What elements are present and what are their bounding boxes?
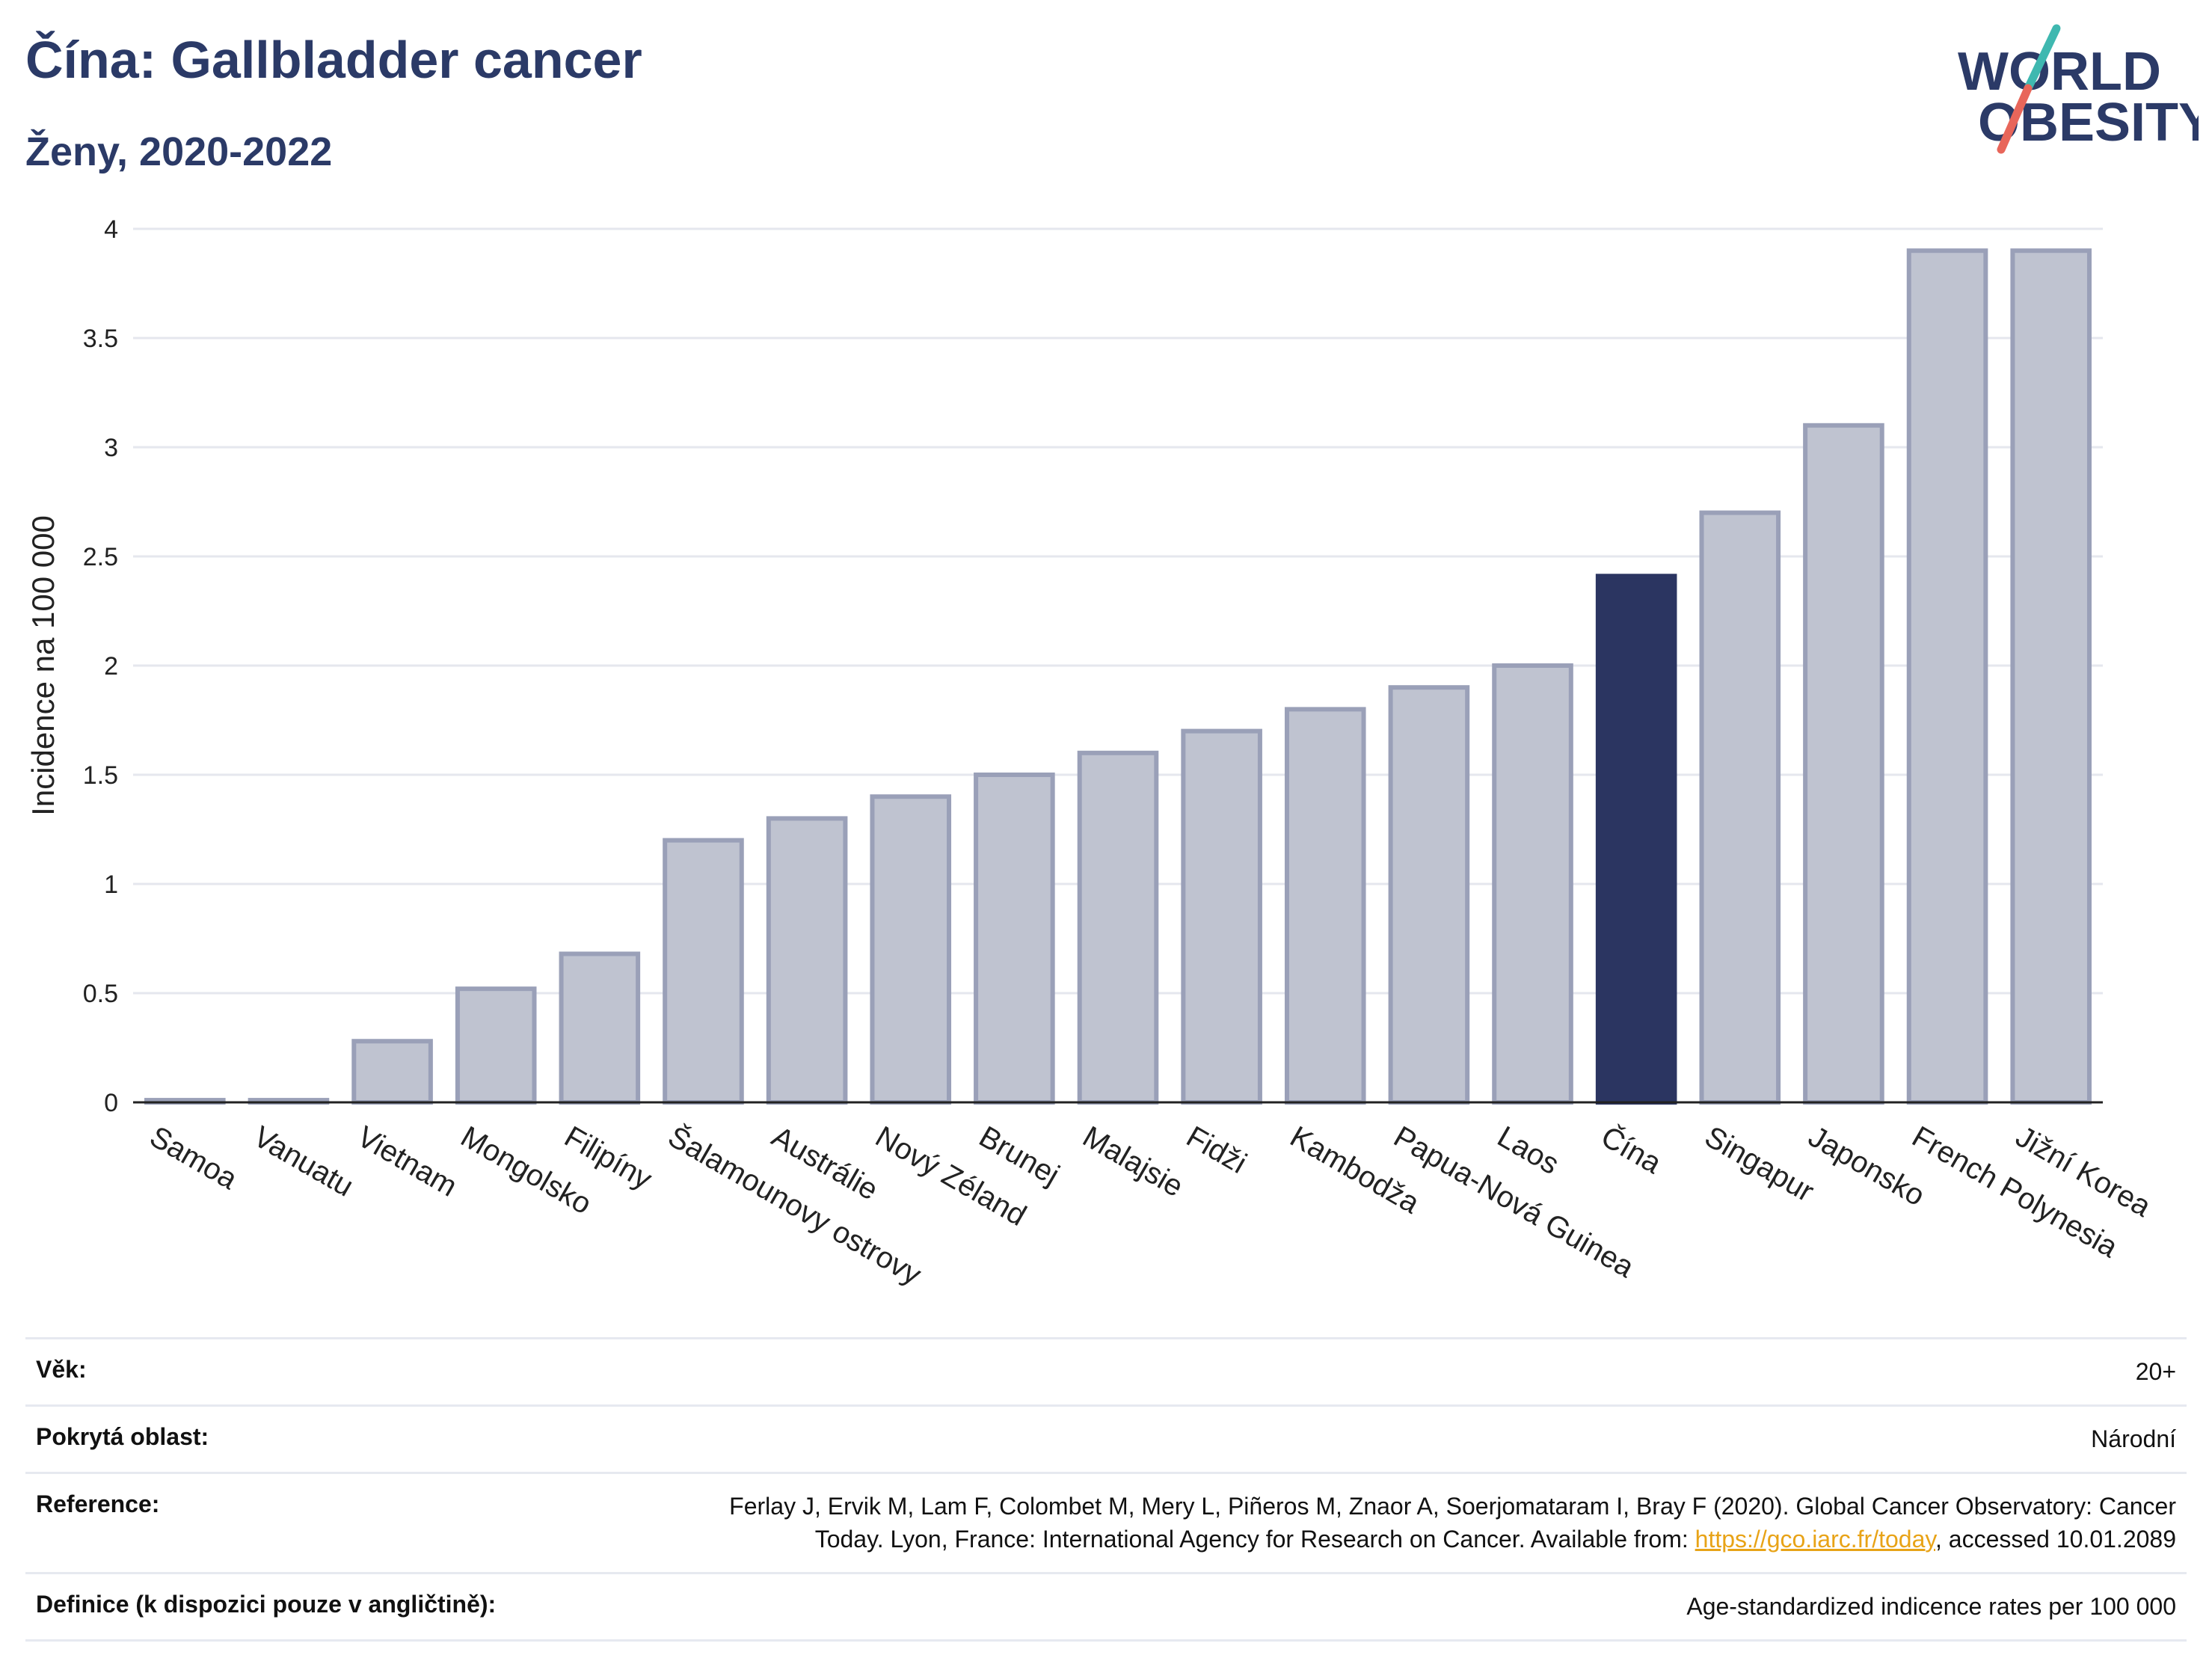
meta-row-reference: Reference: Ferlay J, Ervik M, Lam F, Col… (25, 1472, 2187, 1571)
bar (1595, 574, 1677, 1105)
y-tick-label: 2 (104, 652, 118, 681)
y-tick-label: 1.5 (83, 761, 118, 790)
bar (1492, 663, 1573, 1105)
x-tick-label: Fidži (1181, 1120, 1252, 1180)
bar (1181, 728, 1262, 1105)
reference-link[interactable]: https://gco.iarc.fr/today (1695, 1525, 1935, 1553)
area-value: Národní (2091, 1425, 2176, 1453)
bar (1699, 510, 1781, 1105)
x-tick-label: Laos (1492, 1120, 1564, 1181)
bar (1284, 707, 1366, 1105)
y-tick-label: 3 (104, 434, 118, 462)
x-tick-label: Malajsie (1078, 1120, 1189, 1203)
logo-slash-coral (1997, 84, 2033, 154)
bar (1906, 248, 1988, 1105)
y-axis-title: Incidence na 100 000 (25, 515, 61, 816)
x-tick-label: Vanuatu (248, 1120, 358, 1203)
chart-subtitle: Ženy, 2020-2022 (25, 129, 333, 174)
y-tick-label: 1 (104, 871, 118, 899)
age-value: 20+ (2135, 1358, 2176, 1385)
meta-row-definition: Definice (k dispozici pouze v angličtině… (25, 1571, 2187, 1642)
metadata-table: Věk: 20+ Pokrytá oblast: Národní Referen… (25, 1337, 2187, 1642)
reference-value: Ferlay J, Ervik M, Lam F, Colombet M, Me… (729, 1490, 2176, 1555)
x-tick-label: Samoa (144, 1120, 243, 1197)
area-label: Pokrytá oblast: (36, 1423, 209, 1451)
reference-line2-post: , accessed 10.01.2089 (1935, 1525, 2176, 1553)
meta-row-age: Věk: 20+ (25, 1337, 2187, 1404)
y-tick-label: 4 (104, 215, 118, 244)
y-tick-label: 0 (104, 1089, 118, 1117)
bar (455, 986, 537, 1105)
y-tick-label: 3.5 (83, 325, 118, 353)
reference-label: Reference: (36, 1490, 160, 1518)
x-tick-label: Singapur (1699, 1120, 1819, 1209)
definition-label: Definice (k dispozici pouze v angličtině… (36, 1590, 497, 1618)
reference-line2-pre: Today. Lyon, France: International Agenc… (814, 1525, 1695, 1553)
bar (1803, 423, 1884, 1105)
logo-slash-teal (2024, 24, 2061, 93)
meta-row-area: Pokrytá oblast: Národní (25, 1404, 2187, 1472)
definition-value: Age-standardized indicence rates per 100… (1686, 1592, 2176, 1620)
bar (974, 773, 1055, 1105)
logo-line1: WORLD (1958, 42, 2161, 102)
bar (351, 1039, 433, 1105)
bar (2010, 248, 2092, 1105)
bar (1388, 685, 1470, 1105)
x-tick-label: Čína (1596, 1120, 1668, 1181)
bar-chart: 0 0.5 1 1.5 2 2.5 3 3.5 4 Incidence na 100 000 Sam… (25, 215, 2157, 1292)
y-tick-label: 2.5 (83, 543, 118, 571)
bar (766, 816, 848, 1105)
x-tick-label: Japonsko (1803, 1120, 1930, 1213)
reference-line1: Ferlay J, Ervik M, Lam F, Colombet M, Me… (729, 1493, 2176, 1520)
bar (870, 794, 952, 1105)
bar (1077, 750, 1159, 1105)
bar (663, 838, 744, 1105)
world-obesity-logo: WORLD OBESITY (1958, 24, 2199, 154)
y-tick-label: 0.5 (83, 980, 118, 1008)
bar (559, 951, 641, 1105)
x-tick-label: Vietnam (351, 1120, 462, 1203)
chart-title: Čína: Gallbladder cancer (25, 31, 642, 89)
age-label: Věk: (36, 1356, 87, 1383)
